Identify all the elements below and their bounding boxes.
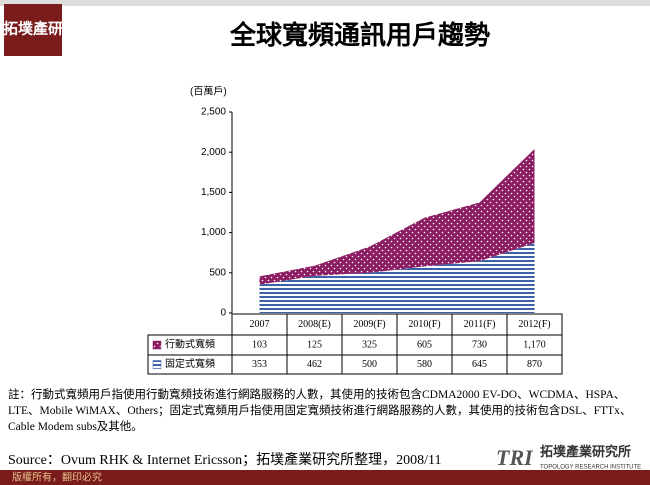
y-tick-label: 1,000 xyxy=(201,227,226,238)
table-value: 1,170 xyxy=(523,339,546,350)
table-value: 870 xyxy=(527,359,542,370)
legend-swatch xyxy=(152,360,162,369)
y-tick-label: 2,500 xyxy=(201,107,226,118)
x-tick-label: 2007 xyxy=(250,319,270,330)
brand-name: 拓墣產業研究所 xyxy=(540,444,631,459)
y-tick-label: 1,500 xyxy=(201,187,226,198)
y-tick-label: 2,000 xyxy=(201,147,226,158)
logo-box xyxy=(4,4,62,56)
footer: 版權所有，翻印必究 xyxy=(12,471,102,484)
y-tick-label: 0 xyxy=(220,308,226,319)
table-value: 580 xyxy=(417,359,432,370)
note: 註：行動式寬頻用戶指使用行動寬頻技術進行網路服務的人數，其使用的技術包含CDMA… xyxy=(8,389,632,433)
x-tick-label: 2009(F) xyxy=(353,319,385,330)
x-tick-label: 2008(E) xyxy=(298,319,331,330)
table-value: 325 xyxy=(362,339,377,350)
logo: 拓墣產研 xyxy=(3,19,63,37)
chart-title: 全球寬頻通訊用戶趨勢 xyxy=(229,20,490,50)
area-mobile xyxy=(259,148,535,285)
top-band xyxy=(0,0,650,6)
table-value: 353 xyxy=(252,359,267,370)
brand-mark: TRI xyxy=(496,445,534,470)
legend-label: 行動式寬頻 xyxy=(165,338,215,351)
x-tick-label: 2012(F) xyxy=(518,319,550,330)
source: Source：Ovum RHK & Internet Ericsson；拓墣產業… xyxy=(8,453,442,468)
y-tick-label: 500 xyxy=(209,267,226,278)
brand-english: TOPOLOGY RESEARCH INSTITUTE xyxy=(540,465,641,471)
table-value: 645 xyxy=(472,359,487,370)
legend-swatch xyxy=(152,340,162,350)
y-axis-label: (百萬戶) xyxy=(190,85,227,98)
x-tick-label: 2010(F) xyxy=(408,319,440,330)
table-value: 730 xyxy=(472,339,487,350)
table-value: 125 xyxy=(307,339,322,350)
area-fixed xyxy=(259,243,535,313)
footer-bar xyxy=(0,470,650,485)
x-tick-label: 2011(F) xyxy=(464,319,496,330)
table-value: 103 xyxy=(252,339,267,350)
table-value: 605 xyxy=(417,339,432,350)
table-value: 500 xyxy=(362,359,377,370)
legend-label: 固定式寬頻 xyxy=(165,357,215,370)
table-value: 462 xyxy=(307,359,322,370)
